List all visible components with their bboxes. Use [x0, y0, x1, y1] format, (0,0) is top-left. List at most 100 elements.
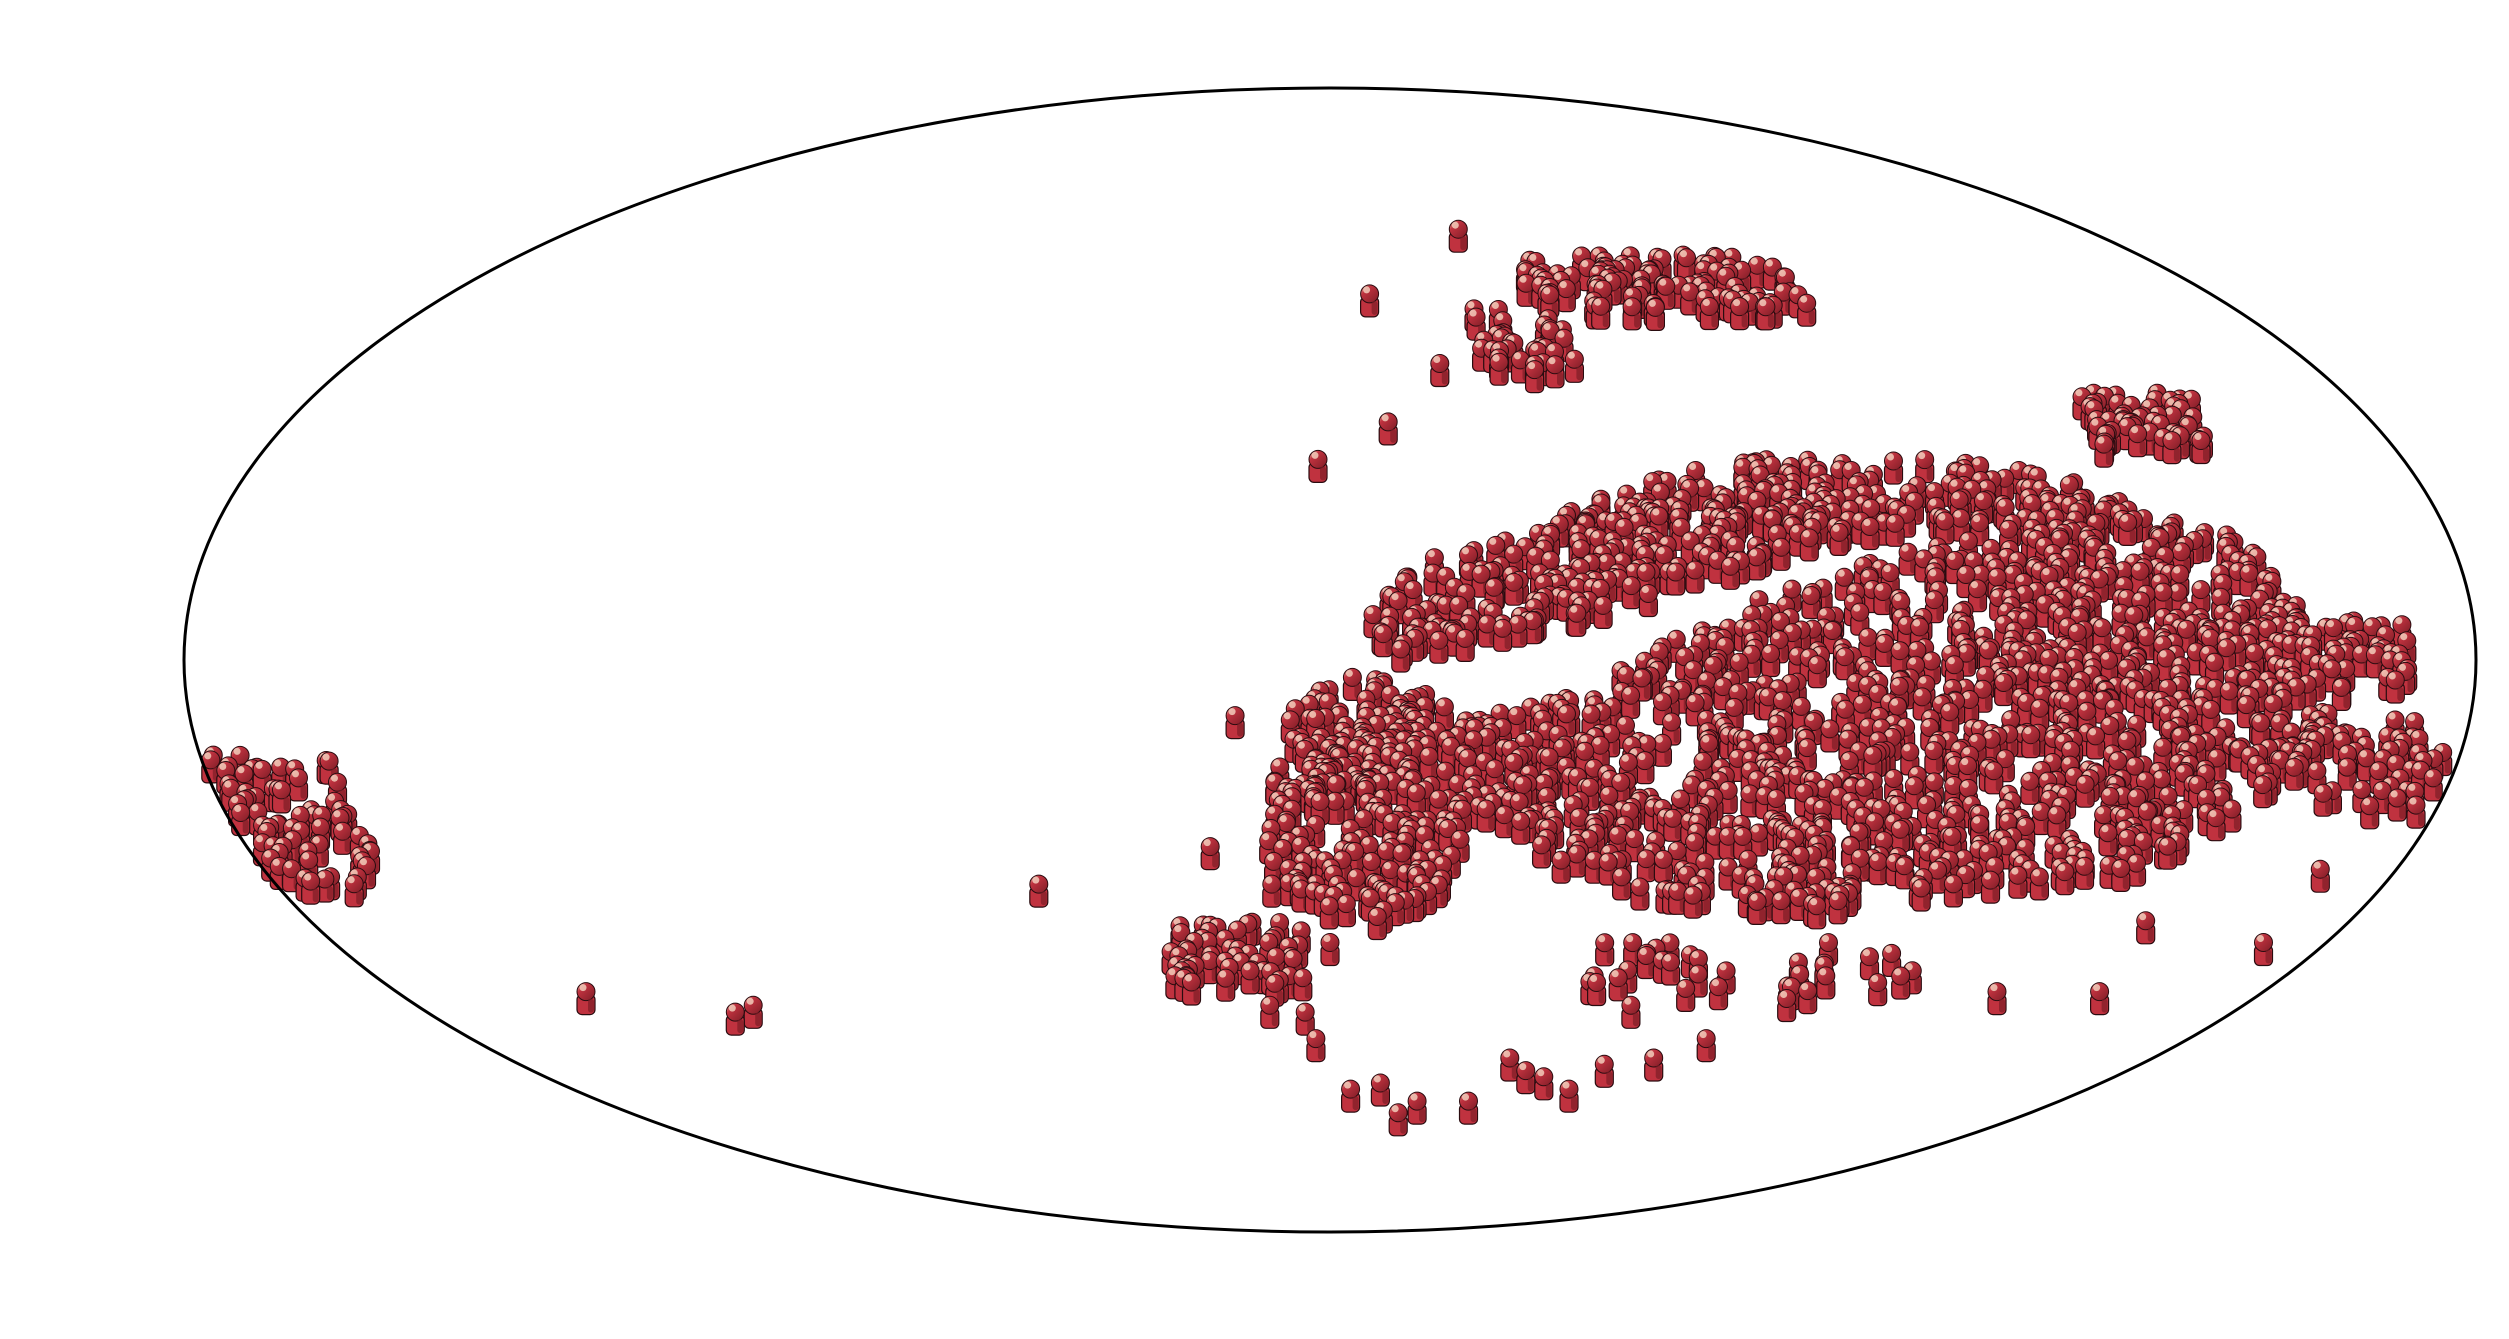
source-marker [2387, 788, 2407, 822]
source-marker [2111, 858, 2131, 893]
source-marker [2158, 836, 2178, 870]
source-marker [1430, 354, 1450, 388]
source-marker [1885, 513, 1905, 547]
source-marker [1511, 811, 1531, 845]
source-marker [1504, 572, 1524, 606]
source-marker [1407, 1091, 1427, 1125]
source-marker [1516, 273, 1536, 307]
source-marker [1367, 907, 1387, 941]
source-marker [1370, 1073, 1391, 1107]
source-marker [1798, 981, 1818, 1015]
source-marker [1699, 297, 1720, 331]
source-marker [1638, 584, 1659, 618]
source-marker [1746, 547, 1767, 581]
source-marker [1663, 808, 1683, 842]
source-marker [1029, 874, 1049, 908]
source-marker [743, 995, 763, 1029]
source-marker [1777, 989, 1797, 1023]
source-marker [1336, 894, 1357, 928]
source-marker [1534, 1067, 1554, 1101]
source-marker [1225, 706, 1245, 740]
source-marker [1388, 1103, 1408, 1137]
source-marker [1987, 982, 2007, 1016]
source-marker [1797, 293, 1817, 327]
source-marker [1729, 297, 1750, 331]
source-marker [2008, 865, 2028, 899]
source-marker [1622, 297, 1642, 331]
source-marker [2191, 431, 2211, 465]
source-marker [1419, 746, 1439, 780]
source-marker [2086, 726, 2106, 760]
source-marker [1556, 279, 1576, 313]
source-marker [576, 982, 596, 1016]
source-marker [1319, 896, 1339, 930]
source-marker [2098, 823, 2118, 857]
source-marker [2074, 856, 2095, 890]
source-marker [1391, 639, 1411, 673]
source-marker [1868, 973, 1888, 1007]
source-marker [2029, 867, 2050, 901]
source-marker [1516, 1061, 1536, 1095]
source-marker [1994, 673, 2014, 707]
source-marker [2090, 982, 2110, 1016]
source-marker [1660, 952, 1681, 986]
source-marker [1630, 877, 1650, 911]
source-marker [1943, 874, 1964, 908]
source-marker [2331, 677, 2351, 712]
source-marker [2021, 725, 2041, 759]
source-marker [2423, 768, 2443, 802]
source-marker [1676, 978, 1696, 1013]
source-marker [1489, 352, 1509, 386]
source-marker [1816, 966, 1836, 1000]
source-marker [288, 768, 309, 802]
source-marker [1924, 741, 1944, 775]
source-marker [2219, 681, 2239, 715]
source-marker [2128, 424, 2148, 458]
source-marker [1293, 968, 1313, 1002]
marker-layer [201, 219, 2453, 1137]
source-marker [2136, 911, 2156, 945]
source-marker [1890, 641, 1910, 675]
source-marker [1760, 644, 1781, 678]
source-marker [1807, 896, 1827, 930]
source-marker [1636, 849, 1656, 883]
source-marker [1359, 284, 1380, 318]
source-marker [1551, 850, 1571, 884]
source-marker [725, 1002, 745, 1036]
source-marker [1868, 852, 1888, 886]
source-marker [2094, 434, 2114, 468]
source-marker [1621, 576, 1641, 610]
source-marker [1636, 946, 1656, 980]
source-marker [1645, 297, 1666, 331]
source-marker [1980, 870, 2001, 904]
source-marker [344, 874, 364, 908]
source-marker [1860, 517, 1880, 551]
source-marker [1306, 1029, 1326, 1063]
source-marker [1340, 1079, 1361, 1113]
source-marker [1771, 537, 1791, 571]
source-marker [1308, 449, 1328, 483]
source-marker [1595, 933, 1615, 967]
source-marker [1567, 603, 1587, 637]
source-marker [2253, 775, 2273, 809]
source-marker [2406, 795, 2426, 829]
source-marker [1756, 297, 1776, 331]
source-marker [1807, 655, 1827, 689]
source-marker [1200, 837, 1220, 871]
source-marker [1708, 977, 1729, 1011]
source-marker [1181, 972, 1202, 1006]
source-marker [1747, 891, 1767, 926]
source-marker [1320, 933, 1340, 967]
source-marker [1500, 1048, 1520, 1082]
source-marker [2020, 771, 2040, 805]
source-marker [1696, 1029, 1716, 1063]
source-marker [1586, 973, 1607, 1007]
source-marker [1240, 961, 1260, 995]
source-marker [2310, 859, 2330, 893]
source-marker [2075, 774, 2095, 808]
source-marker [1455, 628, 1475, 663]
source-marker [2162, 431, 2182, 465]
source-marker [1458, 1091, 1479, 1125]
